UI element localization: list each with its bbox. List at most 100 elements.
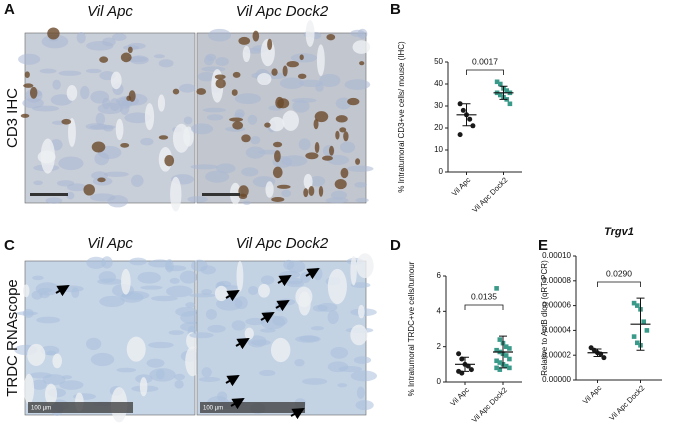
stain (238, 36, 251, 45)
tissue (35, 282, 60, 296)
tissue (346, 165, 374, 172)
tissue (90, 90, 110, 104)
data-point (507, 365, 512, 371)
stain (47, 27, 60, 40)
tissue (197, 71, 216, 82)
tissue (207, 324, 226, 333)
stain (252, 30, 260, 42)
tissue (107, 195, 129, 208)
row-label: TRDC RNAscope (4, 279, 21, 397)
tissue (216, 163, 236, 174)
significance-bracket (466, 69, 504, 75)
tissue (29, 372, 52, 379)
tissue (66, 191, 75, 200)
tissue (260, 275, 275, 285)
scale-bar-bg (200, 402, 305, 413)
stain (355, 158, 361, 165)
tissue (203, 55, 214, 66)
arrow (277, 274, 292, 287)
tissue (119, 101, 130, 115)
stain (297, 73, 307, 79)
tissue (168, 330, 184, 336)
lumen (126, 336, 146, 362)
tissue (165, 285, 193, 298)
data-point (470, 123, 476, 129)
arrow (225, 374, 240, 387)
tissue (344, 79, 371, 90)
error-bar (636, 297, 645, 351)
tissue (36, 316, 61, 324)
tissue (216, 280, 232, 288)
panel-letter: A (4, 1, 15, 18)
tissue (291, 97, 317, 103)
error-bar (499, 85, 508, 100)
stain (299, 54, 304, 61)
panel-letter: C (4, 237, 15, 254)
lumen (316, 44, 325, 77)
stain (231, 89, 238, 96)
data-point (498, 92, 503, 98)
p-value: 0.0017 (472, 56, 498, 66)
column-label: Vil Apc Dock2 (236, 235, 329, 252)
tissue (245, 317, 265, 326)
tissue (155, 369, 165, 380)
y-axis-label: % Intratumoral CD3+ve cells/ mouse (IHC) (397, 41, 406, 193)
micrographs: 100 µm 100 µm (14, 20, 378, 423)
stain (305, 152, 319, 160)
tissue (148, 259, 172, 268)
tissue (33, 180, 43, 186)
column-label: Vil Apc Dock2 (236, 3, 329, 20)
tissue (353, 356, 372, 364)
y-tick-label: 50 (434, 57, 443, 66)
x-tick-label: Vil Apc (581, 383, 604, 406)
tissue (183, 116, 193, 125)
stain (308, 185, 315, 197)
lumen (22, 284, 30, 298)
lumen (352, 40, 371, 54)
y-tick-label: 4 (437, 306, 442, 315)
stain (20, 113, 30, 118)
data-point (460, 107, 466, 113)
tissue (153, 54, 166, 59)
data-point (503, 363, 509, 369)
stain (120, 52, 132, 63)
tissue (337, 383, 348, 388)
tissue (339, 141, 356, 153)
tissue (234, 112, 244, 118)
x-tick-label: Vil Apc Dock2 (607, 383, 646, 422)
stain (158, 135, 169, 140)
tissue (281, 155, 308, 167)
tissue (231, 320, 246, 331)
y-tick-label: 0.00010 (542, 251, 571, 260)
scale-bar-label: 100 µm (203, 406, 223, 412)
tissue (178, 83, 196, 93)
tissue (86, 256, 106, 269)
tissue (86, 41, 114, 51)
tissue (241, 167, 259, 177)
tissue (298, 335, 320, 342)
arrow (235, 337, 250, 350)
y-tick-label: 0.00006 (542, 301, 571, 310)
tissue (356, 386, 365, 399)
lumen (27, 343, 46, 367)
tissue (202, 107, 227, 113)
y-axis-label: Relative to ActB dlog (qRT-PCR) (540, 260, 549, 376)
tissue (317, 302, 338, 312)
lumen (295, 286, 313, 307)
tissue (39, 68, 57, 74)
y-tick-label: 6 (437, 271, 442, 280)
lumen (327, 268, 347, 305)
stain (335, 130, 340, 140)
scale-bar (202, 193, 240, 196)
lumen (356, 253, 374, 279)
tissue (31, 379, 47, 390)
tissue (90, 352, 115, 367)
stain (120, 142, 130, 148)
stain (359, 61, 365, 66)
tissue (234, 296, 248, 310)
stain (314, 142, 320, 154)
tissue (76, 31, 86, 44)
tissue (281, 189, 292, 198)
tissue (158, 59, 174, 68)
lumen (157, 94, 166, 112)
